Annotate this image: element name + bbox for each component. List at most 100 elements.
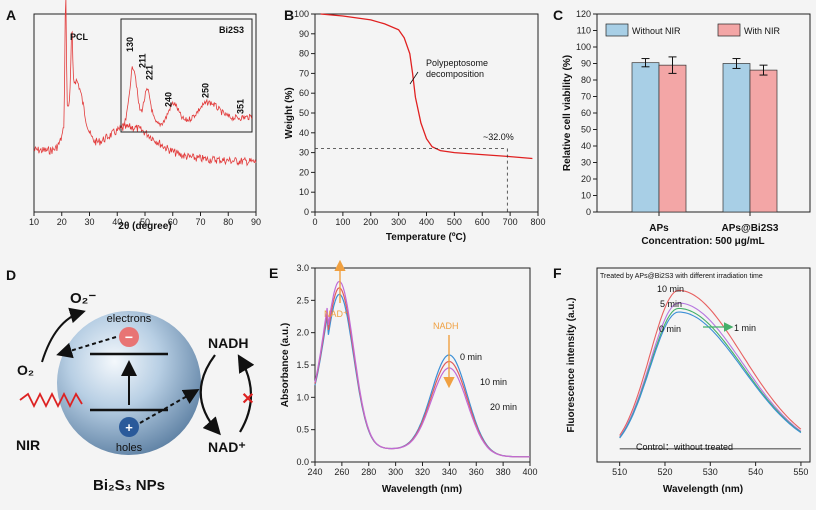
panel-b-xtick-label: 800: [530, 217, 545, 227]
panel-f-series-line: [619, 302, 802, 438]
panel-c-ytick-label: 70: [581, 92, 591, 102]
panel-e-xtick-label: 360: [469, 467, 484, 477]
panel-b-xtick-label: 500: [447, 217, 462, 227]
panel-a-xlabel: 2θ (degree): [118, 221, 171, 232]
panel-b: 0 100 200 300 400 500 600 700 800 0 10 20 30 40 50 60 70…: [284, 9, 546, 243]
panel-a-peak-label: 240: [164, 92, 174, 107]
panel-b-annotation-pointer: [409, 71, 419, 85]
panel-a-ticks: 10 20 30 40 50 60 70 80 90: [29, 212, 261, 227]
electron-transfer-arrow: [56, 336, 117, 359]
panel-e-ylabel: Absorbance (a.u.): [280, 323, 291, 407]
panel-c-legend-without: Without NIR: [632, 26, 681, 36]
panel-e-ytick-label: 3.0: [296, 263, 309, 273]
panel-f: Treated by APs@Bi2S3 with different irra…: [566, 267, 811, 495]
panel-c-frame: [596, 13, 811, 213]
panel-label-e: E: [269, 265, 278, 281]
electron-minus-sign: −: [125, 329, 133, 345]
panel-f-series-line: [619, 311, 802, 439]
panel-a-inset-frame: [120, 18, 253, 133]
panel-e-xlabel: Wavelength (nm): [382, 484, 462, 495]
panel-e-ticks: 240 260 280 300 320 340 360 380 400 0.0 0.5 1.0 1.5 2…: [296, 263, 537, 477]
panel-e-ytick-label: 1.0: [296, 392, 309, 402]
panel-b-ytick-label: 10: [299, 187, 309, 197]
panel-b-annotation-line2: decomposition: [426, 69, 484, 79]
o2-to-radical-arrow: [41, 307, 86, 363]
panel-e: 240 260 280 300 320 340 360 380 400 0.0 0.5 1.0 1.5 2…: [280, 259, 538, 495]
panel-c-ytick-label: 80: [581, 75, 591, 85]
panel-f-frame: [596, 267, 811, 463]
panel-e-xtick-label: 340: [442, 467, 457, 477]
panel-c-ytick-label: 100: [576, 42, 591, 52]
panel-c-ytick-label: 50: [581, 125, 591, 135]
panel-e-frame: [314, 267, 531, 463]
panel-label-c: C: [553, 7, 563, 23]
panel-label-a: A: [6, 7, 16, 23]
panel-e-label-10min: 10 min: [480, 377, 507, 387]
panel-c-ytick-label: 60: [581, 108, 591, 118]
panel-c-ytick-label: 30: [581, 158, 591, 168]
panel-f-curves: [619, 289, 802, 450]
panel-c-ylabel: Relative cell viability (%): [562, 55, 573, 171]
panel-b-xtick-label: 100: [335, 217, 350, 227]
panel-f-xtick-label: 530: [703, 467, 718, 477]
panel-c-legend-swatch-with: [717, 23, 741, 37]
panel-b-ytick-label: 70: [299, 68, 309, 78]
panel-f-label-5min: 5 min: [660, 299, 682, 309]
o2-label: O₂: [17, 362, 34, 378]
panel-a-xtick-label: 40: [112, 217, 122, 227]
bi2s3-nps-label: Bi₂S₃ NPs: [93, 477, 165, 494]
panel-f-xtick-label: 550: [793, 467, 808, 477]
panel-e-nadh-label: NADH: [433, 321, 459, 331]
panel-f-xtick-label: 510: [612, 467, 627, 477]
panel-label-f: F: [553, 265, 562, 281]
panel-a-peak-label: 211: [137, 53, 147, 68]
panel-b-ytick-label: 20: [299, 167, 309, 177]
panel-a-peak-label: 130: [125, 37, 135, 52]
panel-a-xtick-label: 30: [84, 217, 94, 227]
panel-a-peak-label: 250: [200, 83, 210, 98]
panel-a-xtick-label: 50: [140, 217, 150, 227]
panel-e-ytick-label: 2.5: [296, 295, 309, 305]
panel-b-xtick-label: 300: [391, 217, 406, 227]
panel-c-ticks: 0 10 20 30 40 50 60 70 80 90 100 110 120: [576, 9, 597, 217]
panel-b-annotation-line1: Polypeptosome: [426, 58, 488, 68]
panel-b-xtick-label: 600: [475, 217, 490, 227]
panel-b-xtick-label: 400: [419, 217, 434, 227]
panel-c-ytick-label: 20: [581, 174, 591, 184]
panel-b-residual-label: ~32.0%: [483, 132, 514, 142]
nadplus-label: NAD⁺: [208, 439, 246, 455]
panel-a-peak-label: 351: [235, 99, 245, 114]
panel-f-label-1min: 1 min: [734, 323, 756, 333]
panel-a-xtick-label: 10: [29, 217, 39, 227]
panel-a-xtick-label: 80: [223, 217, 233, 227]
electron-icon: [119, 327, 139, 347]
panel-c-xlabel: Concentration: 500 μg/mL: [641, 236, 764, 247]
panel-e-ytick-label: 2.0: [296, 328, 309, 338]
holes-label: holes: [116, 442, 143, 454]
panel-c-ytick-label: 0: [586, 207, 591, 217]
panel-a-frame: [33, 13, 257, 213]
panel-b-ytick-label: 0: [304, 207, 309, 217]
panel-c-ytick-label: 120: [576, 9, 591, 19]
panel-f-series-line: [619, 307, 802, 439]
panel-b-ytick-label: 60: [299, 88, 309, 98]
panel-e-xtick-label: 240: [307, 467, 322, 477]
panel-e-ytick-label: 0.5: [296, 425, 309, 435]
panel-e-label-20min: 20 min: [490, 402, 517, 412]
nadplus-to-nadh-arrow: [237, 354, 255, 433]
panel-c-ytick-label: 40: [581, 141, 591, 151]
panel-b-frame: [314, 13, 539, 213]
panel-f-ticks: 510 520 530 540 550: [612, 462, 808, 477]
panel-d-diagram: − electrons + holes O₂⁻ O₂ NIR NADH NAD⁺…: [16, 290, 255, 494]
panel-a-peak-label: 221: [144, 65, 154, 80]
panel-b-ylabel: Weight (%): [284, 87, 295, 138]
hole-plus-sign: +: [125, 420, 133, 435]
panel-f-label-0min: 0 min: [659, 324, 681, 334]
panel-b-xlabel: Temperature (ºC): [386, 232, 466, 243]
panel-c-bars: APs APs@Bi2S3: [631, 56, 779, 234]
panel-f-ylabel: Fluorescence intensity (a.u.): [566, 297, 577, 432]
panel-e-xtick-label: 300: [388, 467, 403, 477]
